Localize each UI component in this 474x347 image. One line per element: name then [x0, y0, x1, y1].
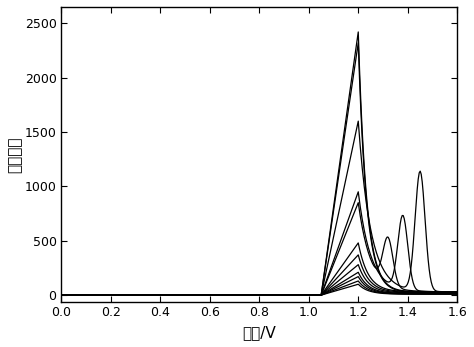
Y-axis label: 发光强度: 发光强度 — [7, 136, 22, 172]
X-axis label: 电位/V: 电位/V — [242, 325, 276, 340]
